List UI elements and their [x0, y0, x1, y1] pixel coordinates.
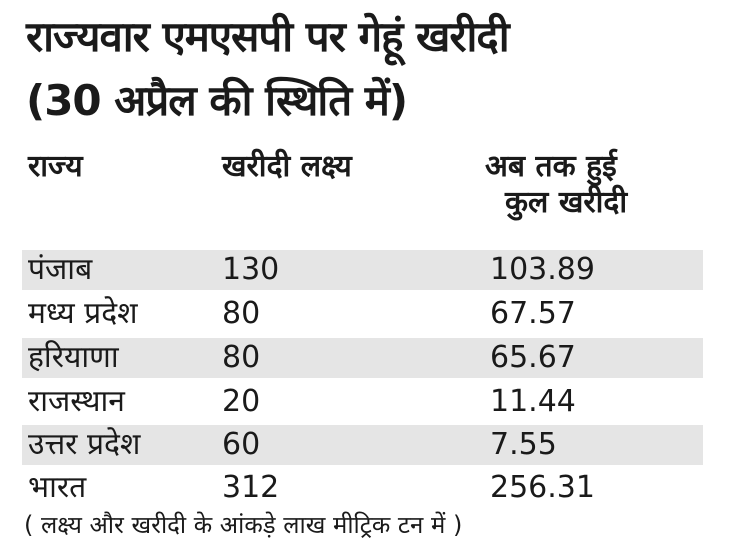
- table-row: हरियाणा 80 65.67: [22, 338, 703, 378]
- cell-procured: 7.55: [490, 427, 557, 462]
- units-note: ( लक्ष्य और खरीदी के आंकड़े लाख मीट्रिक …: [24, 511, 463, 539]
- cell-state: भारत: [28, 470, 87, 505]
- cell-state: राजस्थान: [28, 384, 125, 419]
- header-state: राज्य: [28, 149, 83, 184]
- table-row: राजस्थान 20 11.44: [22, 382, 703, 422]
- cell-state: पंजाब: [28, 252, 93, 287]
- table-row: पंजाब 130 103.89: [22, 250, 703, 290]
- cell-procured: 67.57: [490, 296, 576, 331]
- cell-target: 130: [222, 252, 280, 287]
- header-procured-line1: अब तक हुई: [485, 149, 617, 184]
- cell-state: उत्तर प्रदेश: [28, 427, 141, 462]
- cell-target: 20: [222, 384, 261, 419]
- cell-target: 312: [222, 470, 280, 505]
- header-procured-line2: कुल खरीदी: [505, 185, 628, 220]
- header-target: खरीदी लक्ष्य: [222, 149, 352, 184]
- cell-procured: 65.67: [490, 340, 576, 375]
- title-line-1: राज्यवार एमएसपी पर गेहूं खरीदी: [26, 12, 510, 61]
- cell-target: 80: [222, 296, 261, 331]
- cell-procured: 103.89: [490, 252, 595, 287]
- cell-target: 60: [222, 427, 261, 462]
- table-row: मध्य प्रदेश 80 67.57: [22, 294, 703, 334]
- cell-state: हरियाणा: [28, 340, 119, 375]
- cell-procured: 256.31: [490, 470, 595, 505]
- cell-state: मध्य प्रदेश: [28, 296, 138, 331]
- title-line-2: (30 अप्रैल की स्थिति में): [26, 76, 408, 125]
- cell-procured: 11.44: [490, 384, 576, 419]
- table-row-total: भारत 312 256.31: [22, 468, 703, 508]
- cell-target: 80: [222, 340, 261, 375]
- table-row: उत्तर प्रदेश 60 7.55: [22, 425, 703, 465]
